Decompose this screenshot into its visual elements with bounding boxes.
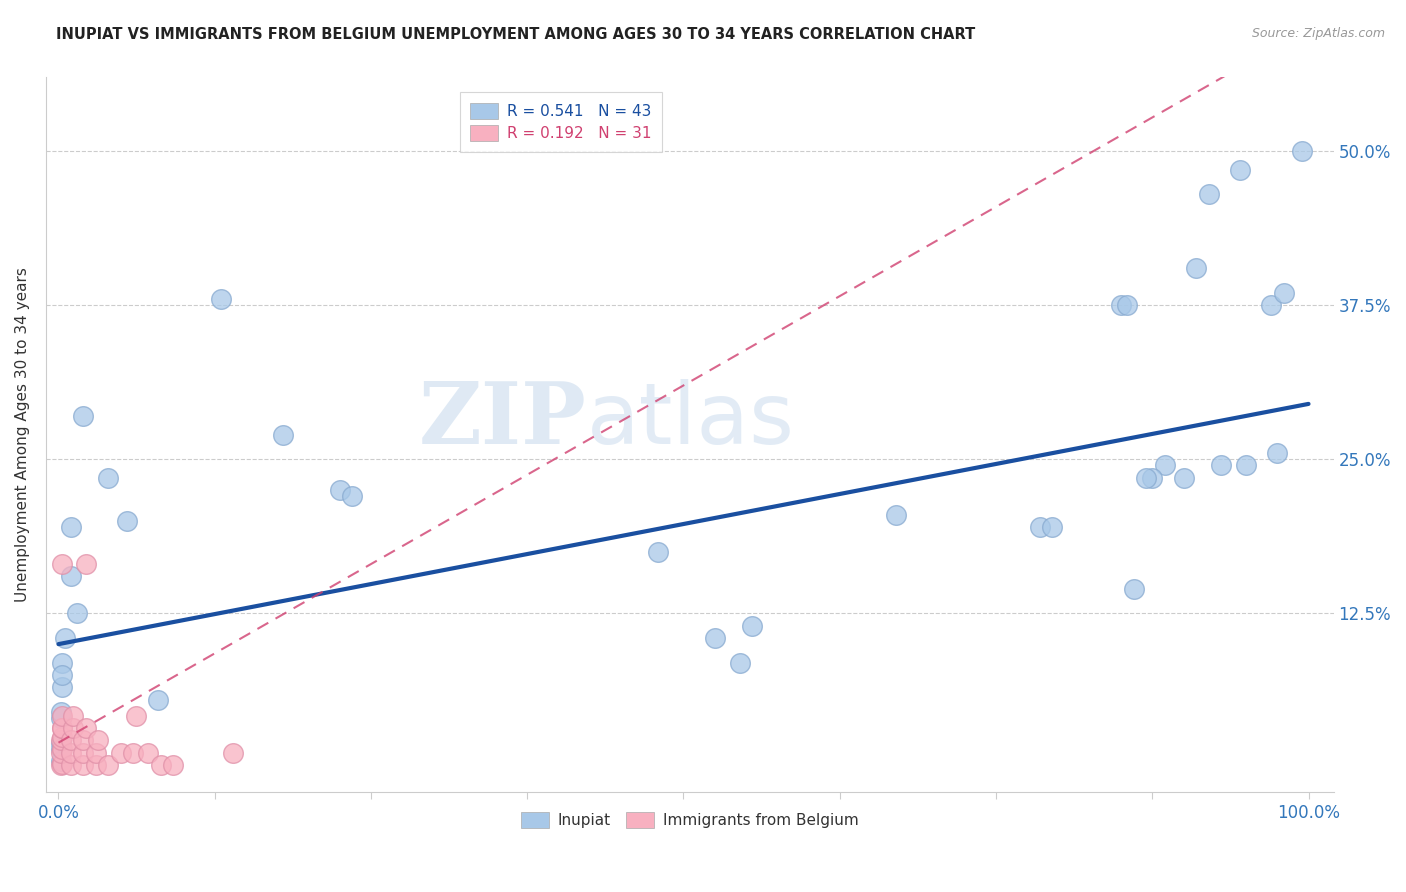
Point	[741, 618, 763, 632]
Point	[87, 733, 110, 747]
Point	[1234, 458, 1257, 473]
Point	[84, 757, 107, 772]
Point	[51, 730, 73, 744]
Point	[138, 746, 160, 760]
Point	[1173, 471, 1195, 485]
Point	[59, 569, 82, 583]
Point	[51, 668, 73, 682]
Point	[1142, 471, 1164, 485]
Point	[49, 754, 72, 768]
Point	[148, 692, 170, 706]
Legend: Inupiat, Immigrants from Belgium: Inupiat, Immigrants from Belgium	[515, 806, 865, 834]
Point	[125, 708, 148, 723]
Point	[273, 427, 295, 442]
Point	[162, 757, 184, 772]
Point	[884, 508, 907, 522]
Point	[49, 746, 72, 760]
Point	[728, 656, 751, 670]
Point	[97, 757, 120, 772]
Point	[51, 756, 73, 771]
Point	[51, 656, 73, 670]
Point	[1029, 520, 1052, 534]
Point	[49, 711, 72, 725]
Point	[59, 746, 82, 760]
Point	[1209, 458, 1232, 473]
Point	[51, 721, 73, 735]
Point	[329, 483, 352, 497]
Point	[1122, 582, 1144, 596]
Point	[51, 708, 73, 723]
Point	[75, 557, 97, 571]
Point	[647, 545, 669, 559]
Text: ZIP: ZIP	[419, 378, 586, 462]
Point	[51, 721, 73, 735]
Point	[59, 757, 82, 772]
Point	[72, 757, 94, 772]
Point	[49, 742, 72, 756]
Point	[1272, 286, 1295, 301]
Point	[1040, 520, 1063, 534]
Y-axis label: Unemployment Among Ages 30 to 34 years: Unemployment Among Ages 30 to 34 years	[15, 268, 30, 602]
Point	[59, 733, 82, 747]
Text: INUPIAT VS IMMIGRANTS FROM BELGIUM UNEMPLOYMENT AMONG AGES 30 TO 34 YEARS CORREL: INUPIAT VS IMMIGRANTS FROM BELGIUM UNEMP…	[56, 27, 976, 42]
Point	[75, 721, 97, 735]
Point	[97, 471, 120, 485]
Point	[72, 409, 94, 424]
Point	[62, 708, 84, 723]
Text: atlas: atlas	[586, 379, 794, 462]
Point	[51, 680, 73, 694]
Point	[1198, 187, 1220, 202]
Point	[51, 742, 73, 756]
Point	[1260, 298, 1282, 312]
Point	[1185, 261, 1208, 276]
Point	[49, 736, 72, 750]
Point	[222, 746, 245, 760]
Point	[49, 705, 72, 719]
Point	[59, 520, 82, 534]
Point	[66, 607, 89, 621]
Point	[149, 757, 172, 772]
Point	[1229, 162, 1251, 177]
Point	[122, 746, 145, 760]
Point	[1265, 446, 1288, 460]
Point	[49, 733, 72, 747]
Point	[209, 292, 232, 306]
Point	[49, 757, 72, 772]
Point	[1153, 458, 1175, 473]
Point	[72, 746, 94, 760]
Point	[1116, 298, 1139, 312]
Point	[84, 746, 107, 760]
Point	[72, 733, 94, 747]
Point	[342, 489, 364, 503]
Text: Source: ZipAtlas.com: Source: ZipAtlas.com	[1251, 27, 1385, 40]
Point	[51, 557, 73, 571]
Point	[1291, 145, 1313, 159]
Point	[62, 721, 84, 735]
Point	[1135, 471, 1157, 485]
Point	[115, 514, 138, 528]
Point	[110, 746, 132, 760]
Point	[53, 631, 76, 645]
Point	[1109, 298, 1132, 312]
Point	[703, 631, 725, 645]
